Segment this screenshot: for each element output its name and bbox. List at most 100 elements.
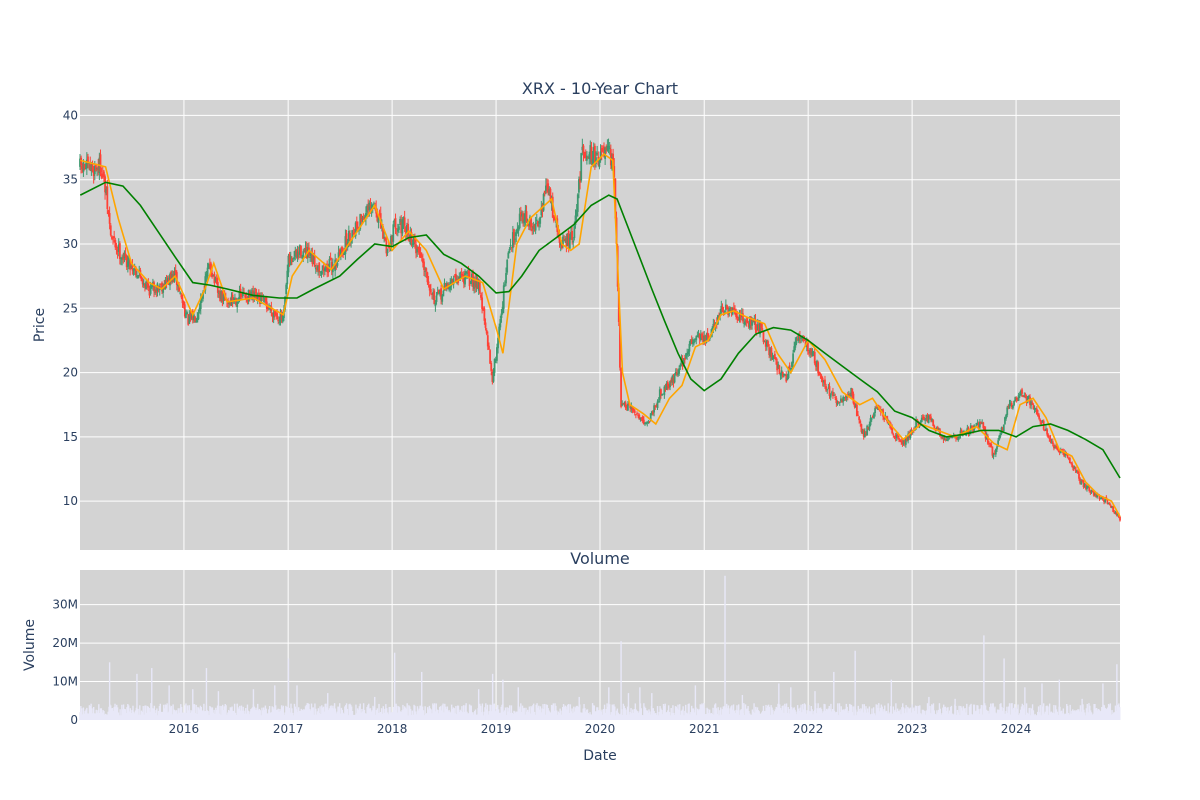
candle-body (318, 262, 321, 273)
candle-body (793, 346, 796, 353)
volume-bar (429, 708, 431, 720)
volume-bar (1050, 711, 1053, 720)
volume-bar (702, 704, 704, 720)
candle-body (1098, 495, 1101, 499)
volume-bar (85, 709, 87, 720)
volume-bar (614, 715, 617, 720)
volume-bar (990, 706, 993, 720)
candle-body (920, 417, 923, 422)
volume-bar (1007, 712, 1009, 720)
candle-body (101, 174, 104, 176)
candle-body (498, 326, 501, 340)
volume-bar (1035, 715, 1037, 720)
volume-spike-bar (627, 693, 630, 720)
volume-bar (952, 714, 954, 720)
candle-body (303, 250, 306, 252)
volume-bar (103, 710, 105, 720)
candle-body (1082, 481, 1085, 488)
volume-bar (968, 706, 971, 720)
volume-bar (1054, 705, 1057, 720)
volume-bar (309, 710, 312, 720)
volume-bar (610, 712, 613, 720)
volume-bar (245, 713, 248, 720)
candle-body (860, 424, 863, 432)
candle-body (181, 297, 184, 304)
candle-body (658, 389, 661, 401)
volume-bar (176, 713, 179, 720)
volume-bar (938, 703, 941, 720)
volume-bar (837, 703, 839, 720)
volume-bar (1085, 708, 1088, 720)
volume-bar (595, 711, 597, 720)
volume-bar (712, 707, 714, 720)
candle-body (208, 264, 211, 266)
candle-body (997, 440, 1000, 446)
candle-body (1066, 454, 1069, 458)
candle-body (925, 414, 928, 420)
candle-body (764, 341, 767, 347)
volume-bar (485, 703, 487, 720)
volume-bar (897, 710, 900, 720)
candle-body (650, 411, 653, 415)
candle-body (154, 291, 157, 293)
volume-bar (702, 703, 705, 720)
volume-bar (79, 712, 81, 720)
candle-body (547, 183, 550, 192)
candle-body (984, 429, 987, 439)
volume-bar (623, 705, 625, 720)
volume-bar (535, 704, 537, 720)
candle-body (182, 301, 185, 306)
volume-bar (1073, 710, 1076, 720)
price-y-tick-label: 20 (63, 366, 78, 380)
volume-bar (509, 705, 511, 720)
volume-bar (265, 708, 267, 720)
candle-body (449, 284, 452, 290)
volume-bar (1018, 715, 1020, 720)
candle-body (661, 394, 663, 396)
candle-body (333, 266, 335, 269)
candle-body (817, 362, 820, 374)
volume-bar (526, 709, 529, 720)
candle-body (1009, 402, 1012, 405)
candle-body (235, 298, 237, 306)
volume-bar (746, 708, 748, 720)
volume-bar (367, 705, 369, 720)
volume-spike-bar (608, 687, 610, 720)
volume-bar (229, 707, 232, 720)
candle-body (515, 230, 518, 237)
volume-bar (317, 708, 320, 720)
volume-bar (441, 705, 443, 720)
volume-bar (606, 703, 608, 720)
candle-body (451, 278, 454, 285)
candle-body (240, 296, 243, 297)
volume-bar (762, 705, 765, 720)
volume-spike-bar (651, 693, 653, 720)
volume-bar (1043, 713, 1046, 720)
volume-bar (817, 703, 819, 720)
candle-body (595, 157, 597, 164)
volume-bar (1039, 705, 1041, 720)
volume-bar (188, 705, 191, 720)
volume-bar (382, 706, 384, 720)
candle-body (746, 320, 749, 322)
volume-bar (277, 708, 279, 720)
candle-body (859, 420, 862, 424)
volume-bar (87, 713, 90, 720)
volume-bar (190, 710, 192, 720)
volume-bar (538, 705, 540, 720)
volume-bar (439, 706, 442, 720)
volume-bar (366, 707, 368, 720)
candle-body (103, 171, 105, 178)
volume-bar (935, 714, 937, 720)
volume-bar (153, 705, 156, 720)
volume-bar (902, 707, 905, 720)
candle-body (665, 383, 668, 390)
volume-bar (116, 707, 119, 720)
volume-bar (164, 704, 167, 720)
volume-bar (907, 706, 909, 720)
volume-bar (458, 712, 461, 720)
candle-body (1027, 395, 1030, 397)
volume-bar (305, 704, 308, 720)
candle-body (596, 153, 599, 155)
